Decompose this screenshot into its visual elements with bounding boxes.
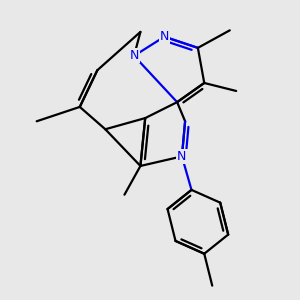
Text: N: N [177, 150, 187, 163]
Text: N: N [160, 30, 169, 43]
Text: N: N [129, 50, 139, 62]
